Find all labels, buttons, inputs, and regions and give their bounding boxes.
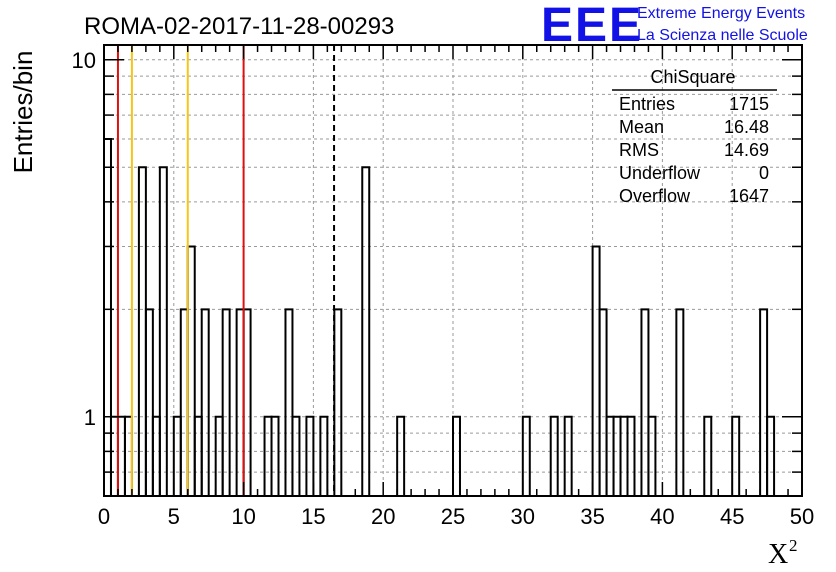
stats-label: Overflow bbox=[619, 186, 691, 206]
y-axis-label: Entries/bin bbox=[8, 51, 38, 174]
histogram-bin bbox=[291, 415, 301, 496]
histogram-bin bbox=[759, 308, 769, 496]
histogram-bin bbox=[396, 415, 406, 496]
histogram-bin bbox=[263, 415, 273, 496]
y-tick-labels: 1 10 bbox=[72, 48, 96, 430]
histogram-bin bbox=[619, 415, 629, 496]
histogram-bin bbox=[186, 245, 196, 496]
histogram-bin bbox=[647, 415, 657, 496]
histogram-bin bbox=[144, 308, 154, 496]
axes bbox=[103, 44, 803, 497]
stats-label: RMS bbox=[619, 140, 659, 160]
histogram-bin bbox=[214, 415, 224, 496]
logo-mark: EEE bbox=[541, 0, 643, 52]
stats-label: Mean bbox=[619, 117, 664, 137]
x-tick-label: 30 bbox=[511, 504, 535, 529]
histogram-bin bbox=[319, 415, 329, 496]
x-axis-label-base: X bbox=[768, 539, 788, 570]
stats-label: Underflow bbox=[619, 163, 701, 183]
histogram-bin bbox=[284, 308, 294, 496]
histogram-bin bbox=[151, 415, 161, 496]
histogram-bin bbox=[172, 415, 182, 496]
x-tick-labels: 0 5 10 15 20 25 30 35 40 45 50 bbox=[98, 504, 814, 529]
histogram-bin bbox=[766, 415, 776, 496]
histogram-bars bbox=[103, 137, 776, 496]
histogram-bin bbox=[731, 415, 741, 496]
x-tick-label: 10 bbox=[231, 504, 255, 529]
stats-value: 14.69 bbox=[724, 140, 769, 160]
reference-lines bbox=[116, 45, 336, 496]
histogram-bin bbox=[703, 415, 713, 496]
histogram-bin bbox=[270, 415, 280, 496]
histogram-bin bbox=[123, 415, 133, 496]
logo-line-2: La Scienza nelle Scuole bbox=[637, 27, 808, 44]
y-tick-label: 1 bbox=[84, 405, 96, 430]
eee-logo: EEE Extreme Energy Events La Scienza nel… bbox=[541, 0, 808, 52]
histogram-bin bbox=[612, 415, 622, 496]
x-axis-label: X 2 bbox=[768, 536, 798, 570]
x-axis-label-superscript: 2 bbox=[789, 536, 798, 555]
x-tick-label: 40 bbox=[650, 504, 674, 529]
chart-title: ROMA-02-2017-11-28-00293 bbox=[84, 13, 394, 40]
x-tick-label: 45 bbox=[720, 504, 744, 529]
stats-label: Entries bbox=[619, 94, 675, 114]
stats-box-title: ChiSquare bbox=[650, 67, 735, 87]
stats-value: 1715 bbox=[729, 94, 769, 114]
histogram-bin bbox=[626, 415, 636, 496]
histogram-bin bbox=[109, 415, 119, 496]
histogram-bin bbox=[605, 415, 615, 496]
histogram-bin bbox=[675, 308, 685, 496]
histogram-bin bbox=[361, 166, 371, 496]
histogram-bin bbox=[235, 308, 245, 496]
logo-line-1: Extreme Energy Events bbox=[637, 5, 805, 22]
histogram-bin bbox=[549, 415, 559, 496]
histogram-bin bbox=[452, 415, 461, 496]
x-tick-label: 50 bbox=[790, 504, 814, 529]
x-tick-label: 15 bbox=[301, 504, 325, 529]
x-tick-label: 35 bbox=[580, 504, 604, 529]
stats-value: 1647 bbox=[729, 186, 769, 206]
histogram-bin bbox=[305, 415, 315, 496]
histogram-bin bbox=[200, 308, 210, 496]
x-tick-label: 0 bbox=[98, 504, 110, 529]
stats-box: ChiSquare Entries 1715 Mean 16.48 RMS 14.69 Un… bbox=[612, 67, 777, 206]
y-tick-label: 10 bbox=[72, 48, 96, 73]
histogram-bin bbox=[333, 308, 343, 496]
x-tick-label: 5 bbox=[168, 504, 180, 529]
histogram-bin bbox=[103, 137, 112, 496]
histogram-bin bbox=[193, 415, 203, 496]
histogram-bin bbox=[116, 415, 126, 496]
histogram-bin bbox=[179, 308, 189, 496]
histogram-bin bbox=[521, 415, 531, 496]
histogram-bin bbox=[591, 245, 601, 496]
x-tick-label: 25 bbox=[441, 504, 465, 529]
histogram-bin bbox=[598, 308, 608, 496]
stats-value: 0 bbox=[759, 163, 769, 183]
histogram-bin bbox=[563, 415, 573, 496]
histogram-bin bbox=[137, 166, 147, 496]
histogram-bin bbox=[221, 308, 231, 496]
histogram-bin bbox=[158, 166, 168, 496]
histogram-bin bbox=[640, 308, 650, 496]
stats-value: 16.48 bbox=[724, 117, 769, 137]
x-tick-label: 20 bbox=[371, 504, 395, 529]
histogram-bin bbox=[242, 308, 252, 496]
